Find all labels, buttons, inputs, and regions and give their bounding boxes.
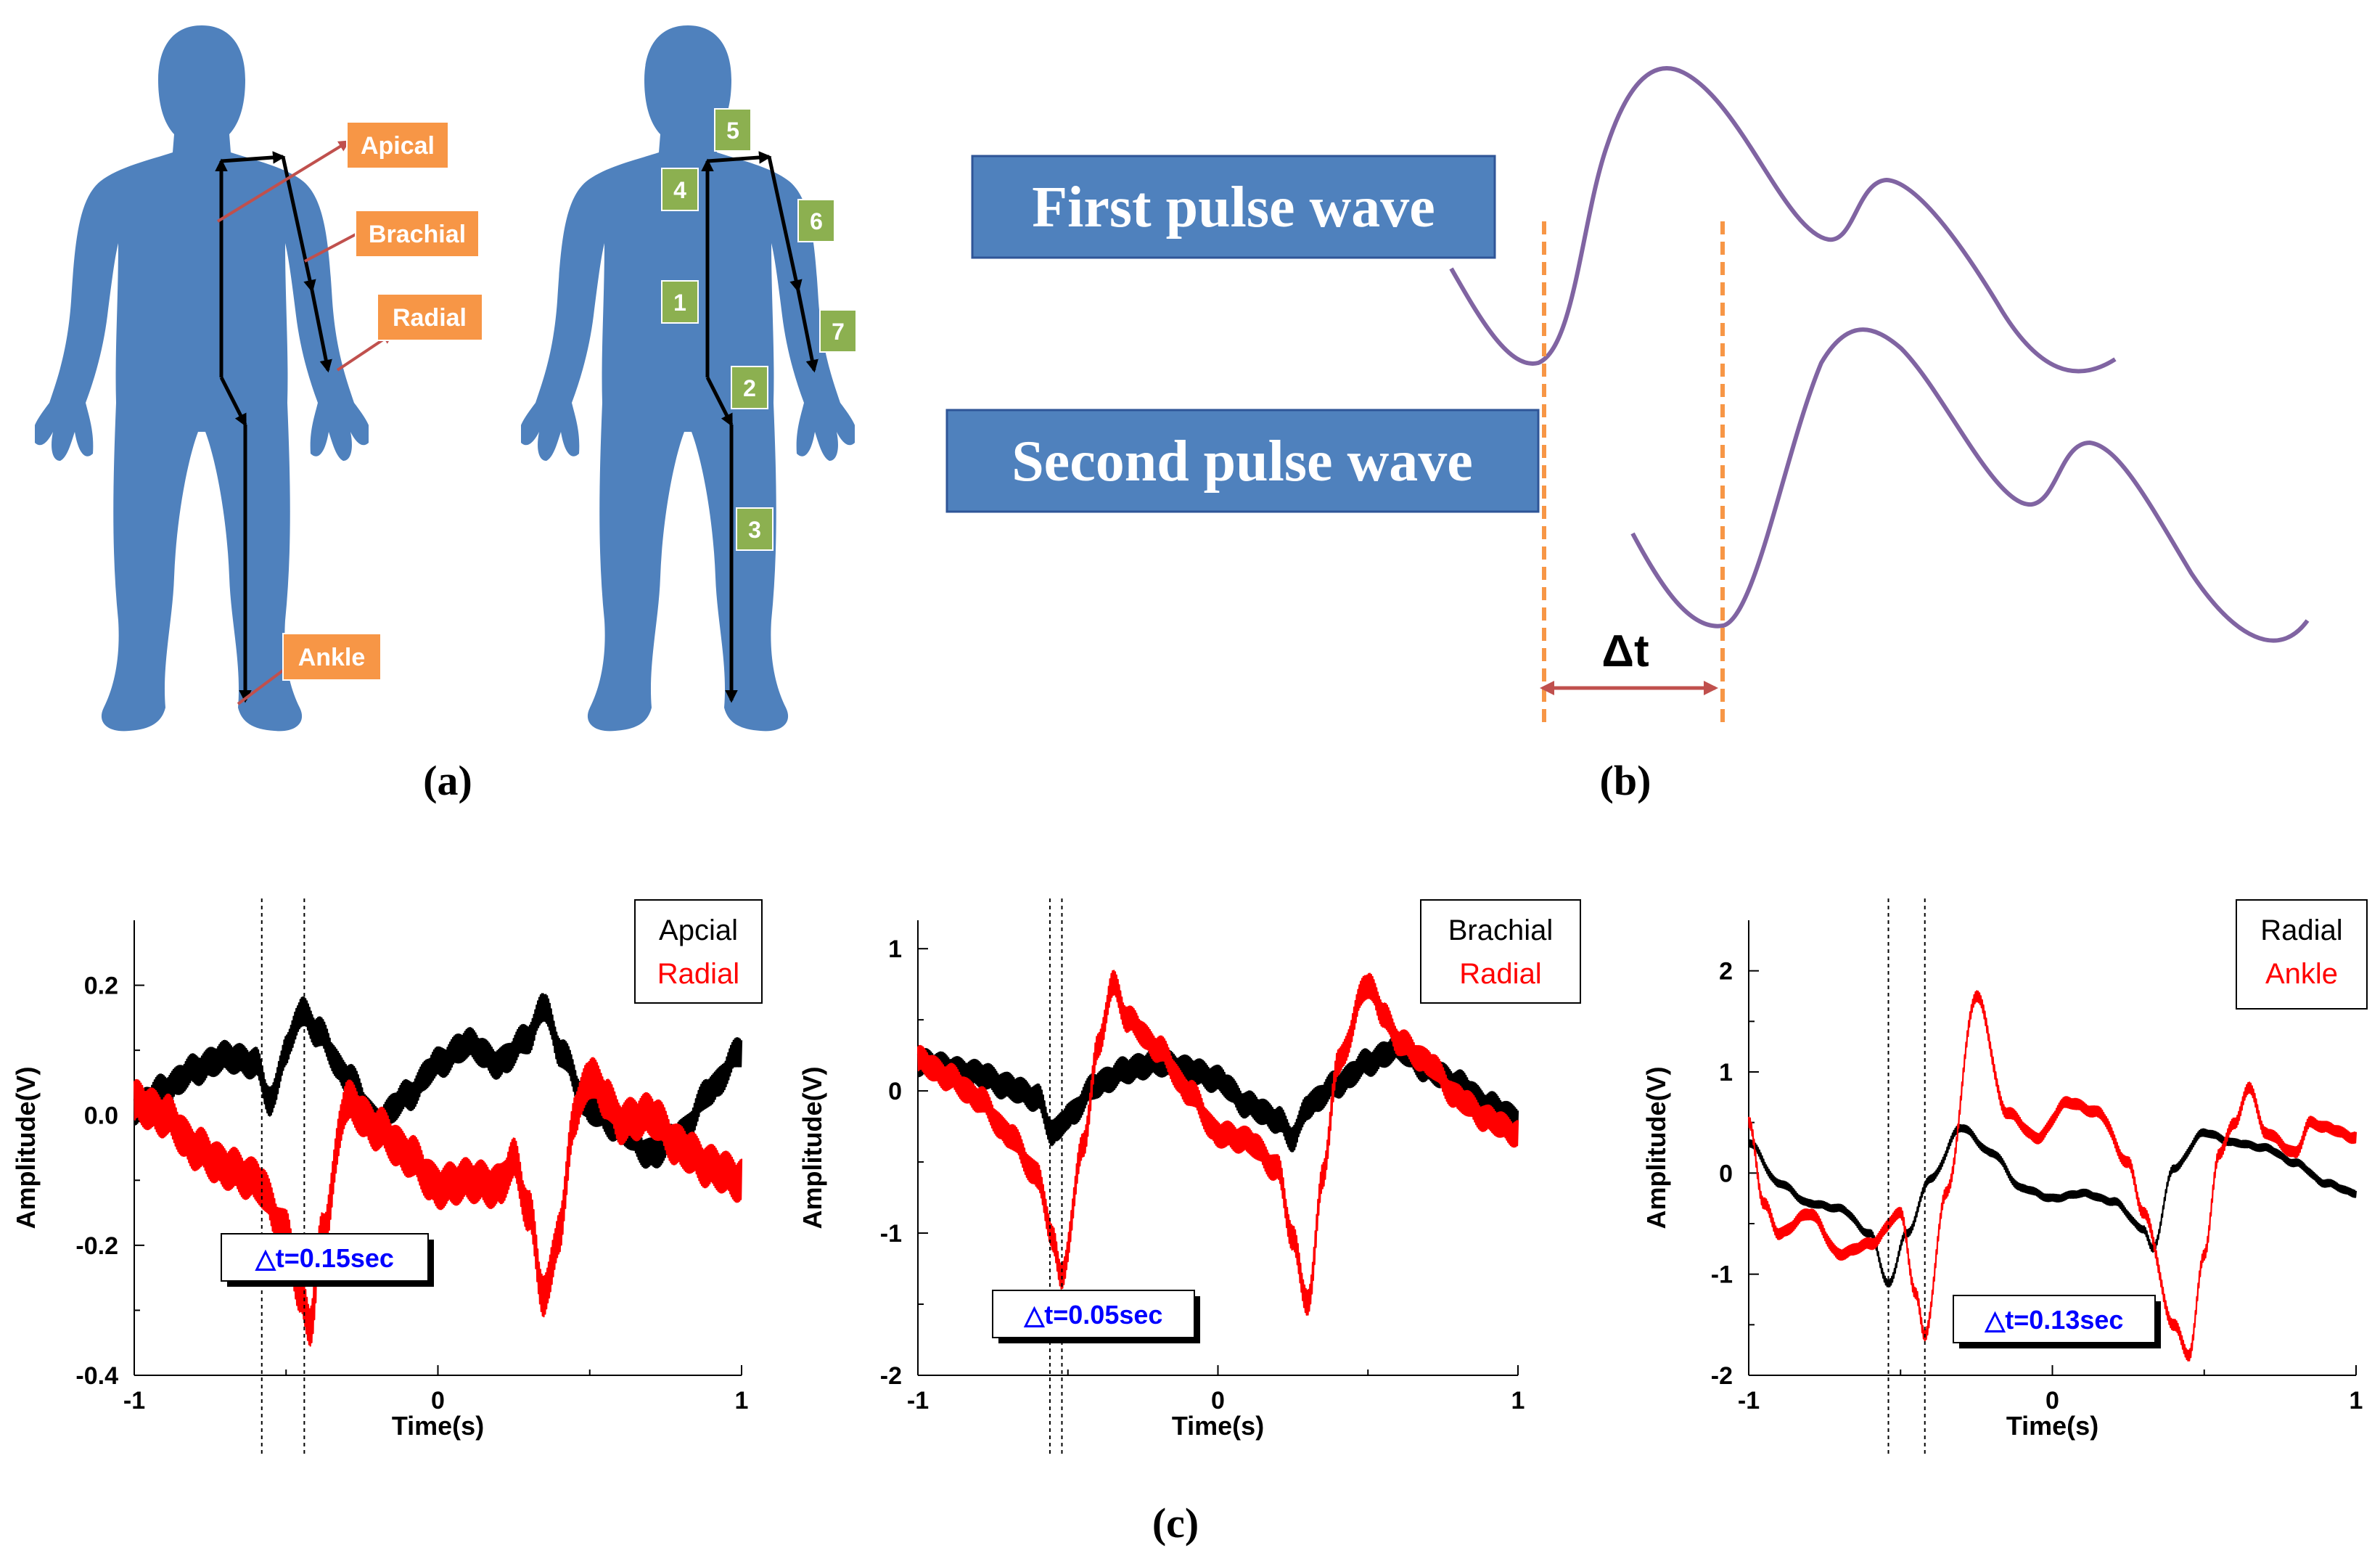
human-silhouette-icon [35, 25, 369, 732]
delta-t-annotation: △t=0.13sec [1953, 1295, 2161, 1348]
y-tick-label: 0 [1719, 1160, 1733, 1187]
body-figure-right: 5 4 6 1 7 2 3 [521, 25, 857, 732]
first-pulse-label-text: First pulse wave [1032, 176, 1435, 239]
delta-t-label: Δt [1601, 626, 1649, 676]
y-tick-label: -1 [1711, 1261, 1733, 1289]
series-line-radial [1747, 1123, 2358, 1288]
y-tick-label: 0 [888, 1078, 902, 1105]
annotation-text: △t=0.15sec [255, 1243, 394, 1273]
y-tick-label: -0.4 [75, 1362, 118, 1390]
legend: Brachial Radial [1420, 899, 1581, 1004]
location-label-text: Ankle [298, 644, 366, 671]
series-line-ankle [1747, 990, 2358, 1362]
y-tick-label: 0.2 [84, 973, 118, 1000]
y-tick-label: -2 [880, 1362, 902, 1390]
x-axis-label: Time(s) [2006, 1411, 2098, 1441]
segment-number: 6 [810, 208, 823, 234]
series-line-apcial [133, 993, 743, 1169]
x-tick-label: -1 [1738, 1387, 1760, 1414]
pulse-path-right [701, 151, 818, 703]
location-label-text: Apical [361, 132, 435, 160]
first-pulse-label: First pulse wave [971, 155, 1496, 259]
x-tick-label: -1 [907, 1387, 929, 1414]
annotation-text: △t=0.05sec [1024, 1300, 1163, 1330]
x-tick-label: 1 [2350, 1387, 2363, 1414]
location-label-text: Brachial [369, 221, 466, 248]
segment-number: 4 [673, 177, 686, 203]
x-axis-label: Time(s) [392, 1411, 484, 1441]
second-pulse-label: Second pulse wave [945, 409, 1540, 513]
human-silhouette-icon [521, 25, 855, 732]
location-label-apical: Apical [346, 121, 449, 169]
y-axis-label: Amplitude(V) [797, 1067, 827, 1229]
x-tick-label: -1 [123, 1387, 145, 1414]
panel-a: Apical Brachial Radial Ankle [35, 25, 857, 804]
legend-entry: Apcial [659, 914, 738, 946]
y-tick-label: 0.0 [84, 1102, 118, 1130]
delta-t-markers [1542, 221, 1725, 726]
y-tick-label: -0.2 [75, 1232, 118, 1260]
legend: Apcial Radial [634, 899, 763, 1004]
annotation-box [992, 1290, 1195, 1338]
x-tick-label: 0 [431, 1387, 445, 1414]
second-pulse-label-text: Second pulse wave [1012, 430, 1473, 494]
legend-box [634, 899, 763, 1004]
x-tick-label: 0 [2045, 1387, 2059, 1414]
delta-t-annotation: △t=0.15sec [221, 1233, 434, 1287]
location-label-brachial: Brachial [355, 210, 480, 258]
segment-number: 7 [832, 319, 845, 345]
location-label-text: Radial [393, 304, 467, 332]
segment-number: 1 [673, 290, 686, 316]
y-axis-label: Amplitude(V) [11, 1067, 41, 1229]
x-tick-label: 1 [1511, 1387, 1525, 1414]
legend-box [2236, 899, 2368, 1010]
panel-label-c: (c) [1152, 1499, 1199, 1547]
legend-entry: Radial [2260, 914, 2342, 946]
x-axis-label: Time(s) [1172, 1411, 1264, 1441]
y-axis-label: Amplitude(V) [1641, 1067, 1671, 1229]
y-tick-label: 1 [888, 935, 902, 963]
legend-entry: Radial [657, 958, 739, 990]
first-pulse-wave [1449, 66, 2117, 374]
legend-entry: Ankle [2265, 958, 2338, 990]
delta-t-annotation: △t=0.05sec [992, 1290, 1200, 1343]
series-line-radial [133, 1057, 743, 1347]
segment-number: 2 [743, 375, 756, 401]
chart-apical-radial: 0.2 0.0 -0.2 -0.4-1 0 1 Time(s) Amplitude(V) Apc… [11, 898, 763, 1455]
segment-badges: 5 4 6 1 7 2 3 [661, 108, 857, 551]
x-tick-label: 1 [735, 1387, 749, 1414]
y-tick-label: 1 [1719, 1059, 1733, 1086]
location-label-ankle: Ankle [282, 633, 382, 681]
chart-brachial-radial: 10-1-2-1 0 1Time(s)Amplitude(V)BrachialRad… [797, 898, 1581, 1455]
panel-label-a: (a) [423, 757, 472, 804]
legend-entry: Brachial [1448, 914, 1554, 946]
location-label-radial: Radial [377, 293, 483, 341]
segment-number: 5 [726, 118, 739, 144]
y-tick-label: -2 [1711, 1362, 1733, 1390]
annotation-box [1953, 1295, 2156, 1343]
x-tick-label: 0 [1211, 1387, 1225, 1414]
annotation-text: △t=0.13sec [1985, 1305, 2124, 1335]
legend-box [1420, 899, 1581, 1004]
chart-radial-ankle: 210-1-2-1 0 1Time(s)Amplitude(V)RadialAnkl… [1641, 898, 2368, 1455]
y-tick-label: 2 [1719, 958, 1733, 986]
series-line-radial [916, 970, 1519, 1316]
legend: Radial Ankle [2236, 899, 2368, 1010]
second-pulse-wave [1630, 327, 2310, 643]
legend-entry: Radial [1459, 958, 1541, 990]
panel-label-b: (b) [1600, 757, 1651, 804]
y-tick-label: -1 [880, 1220, 902, 1248]
body-figure-left: Apical Brachial Radial Ankle [35, 25, 483, 732]
annotation-box [221, 1233, 429, 1282]
panel-b: First pulse wave Second pulse wave Δt (b… [945, 66, 2310, 804]
segment-number: 3 [748, 517, 761, 543]
